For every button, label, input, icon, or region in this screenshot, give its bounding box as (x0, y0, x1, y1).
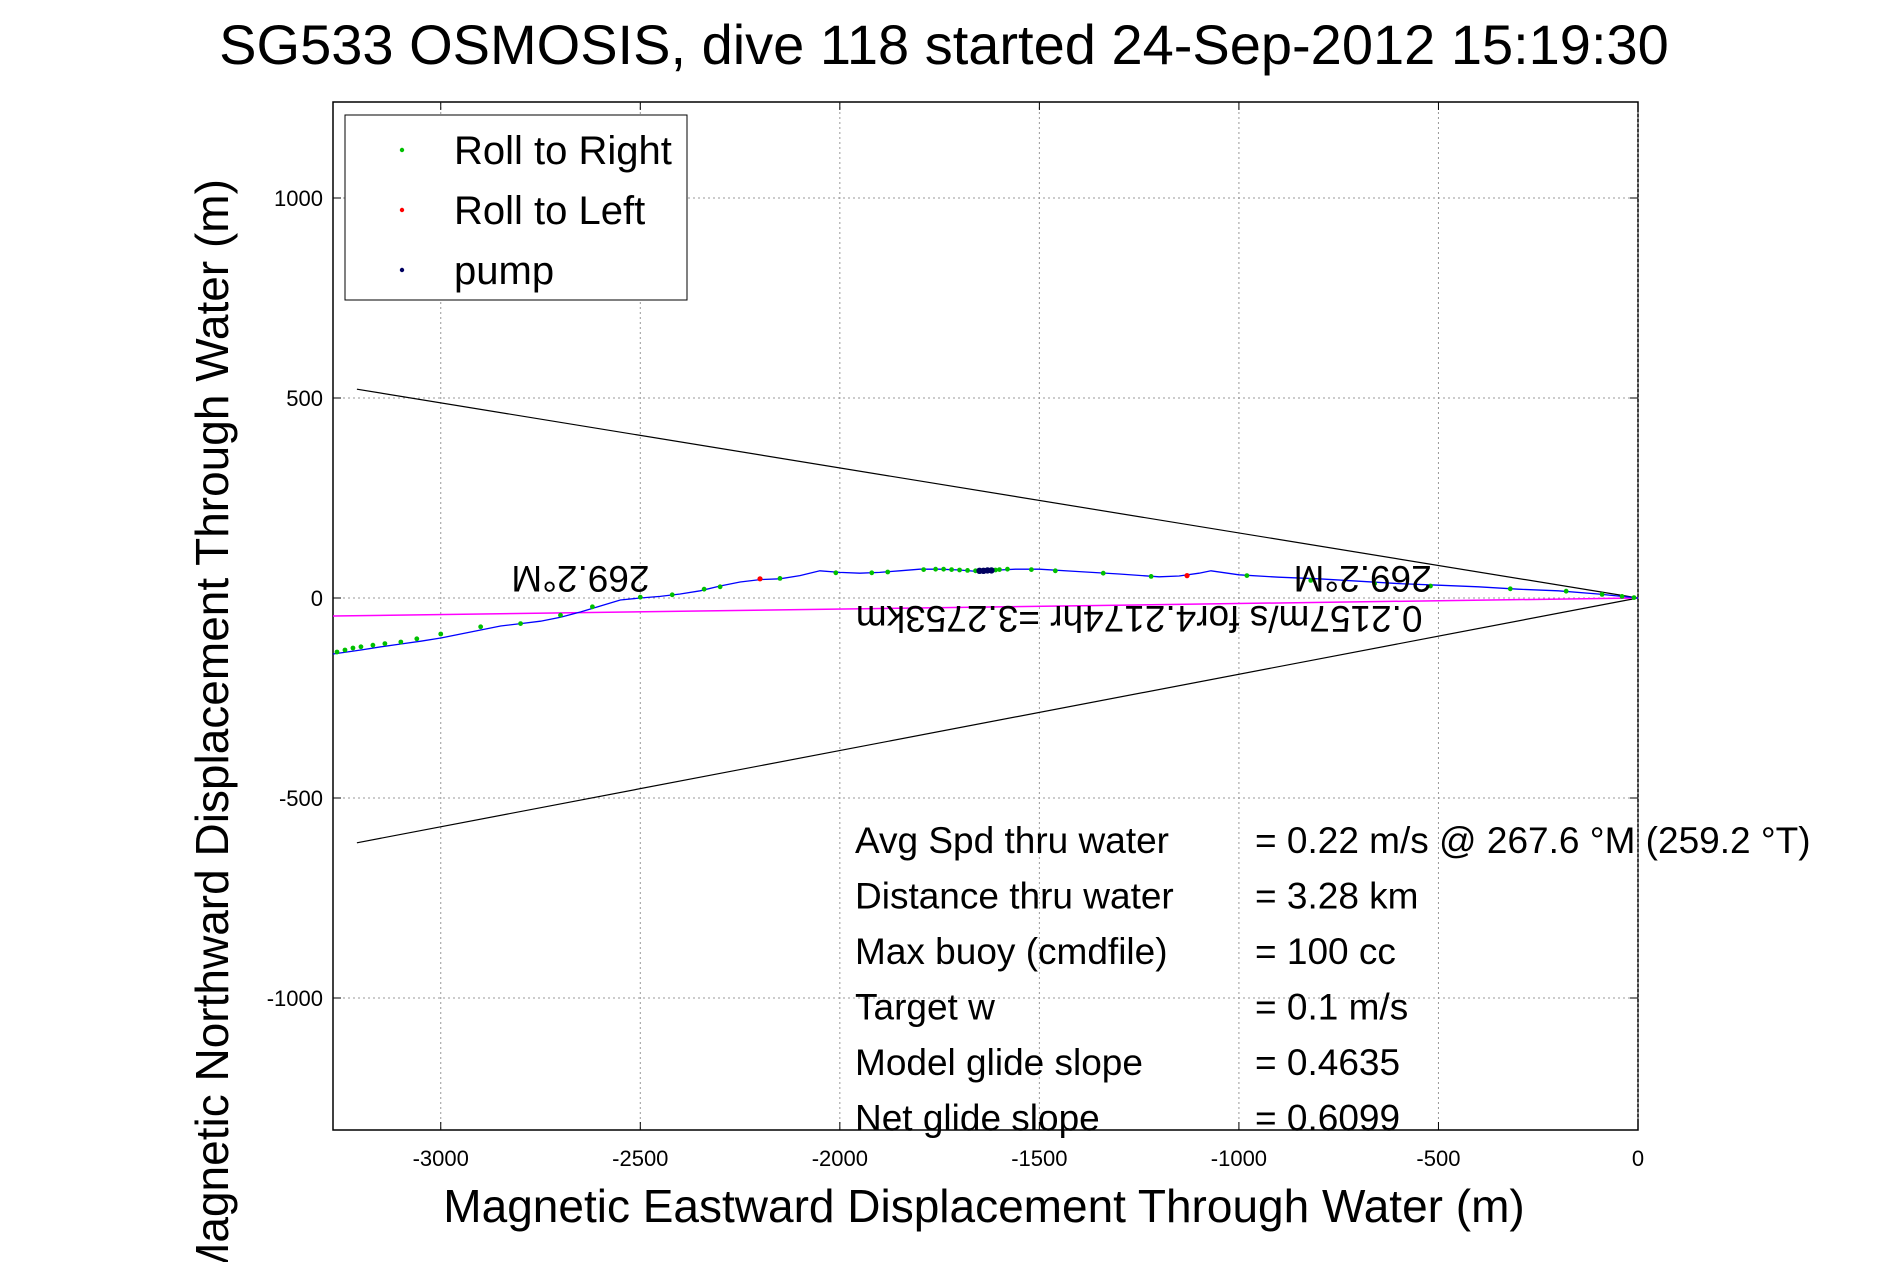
y-tick-label: 500 (286, 386, 323, 411)
annotation-text: 269.2°M (511, 558, 649, 599)
stat-label: Net glide slope (855, 1098, 1100, 1139)
roll-right-point (637, 594, 643, 600)
legend: Roll to Right Roll to Left pump (344, 114, 688, 301)
roll-right-point (1148, 574, 1154, 579)
roll-right-point (370, 642, 376, 648)
roll-right-point (941, 566, 946, 572)
roll-right-point (933, 566, 939, 572)
bracket-line (356, 388, 1639, 599)
roll-right-point (358, 644, 364, 650)
roll-right-point (833, 570, 839, 576)
x-tick-label: -1000 (1211, 1146, 1267, 1171)
annotation-text: 269.2°M (1294, 558, 1432, 599)
x-tick-label: -2500 (612, 1146, 668, 1171)
roll-right-point (350, 645, 356, 651)
roll-right-point (1244, 573, 1250, 578)
stat-value: = 0.1 m/s (1255, 987, 1408, 1028)
stat-value: = 0.4635 (1255, 1042, 1400, 1083)
roll-right-point (590, 604, 595, 610)
stat-value: = 100 cc (1255, 931, 1396, 972)
x-tick-label: -2000 (812, 1146, 868, 1171)
roll-right-point (1052, 568, 1058, 574)
roll-right-point (1005, 566, 1010, 572)
legend-label: Roll to Right (454, 129, 672, 173)
roll-right-point (1372, 581, 1378, 586)
roll-right-point (1599, 592, 1605, 597)
roll-right-point (342, 647, 348, 653)
roll-right-point (885, 569, 891, 575)
stat-label: Avg Spd thru water (855, 820, 1169, 861)
legend-marker (399, 267, 405, 273)
roll-right-point (669, 592, 675, 598)
roll-left-point (1184, 573, 1190, 579)
roll-right-point (1631, 595, 1637, 600)
roll-right-point (478, 624, 484, 630)
roll-right-point (414, 636, 420, 642)
bracket-line (356, 597, 1639, 844)
roll-right-point (717, 584, 723, 590)
roll-right-point (334, 649, 340, 655)
legend-marker (399, 147, 405, 153)
stat-label: Model glide slope (855, 1042, 1143, 1083)
roll-right-point (438, 631, 444, 637)
x-tick-label: -1500 (1011, 1146, 1067, 1171)
roll-left-point (757, 576, 763, 582)
y-axis-ticks: -1000 -500 0 500 1000 (267, 186, 1638, 1011)
y-tick-label: 1000 (274, 186, 323, 211)
roll-right-point (1100, 570, 1106, 576)
roll-right-point (398, 639, 404, 645)
plot-annotations: 269.2°M 269.2°M0.2157m/s for4.2174hr =3.2… (511, 558, 1431, 639)
pump-point (976, 567, 983, 574)
roll-right-point (777, 576, 783, 581)
roll-right-point (558, 612, 563, 618)
x-axis-ticks: -3000 -2500 -2000 -1500 -1000 -500 0 (413, 102, 1644, 1171)
roll-right-point (382, 641, 388, 646)
x-tick-label: -3000 (413, 1146, 469, 1171)
roll-right-point (869, 570, 875, 576)
x-axis-label: Magnetic Eastward Displacement Through W… (443, 1180, 1524, 1232)
roll-right-point (1308, 578, 1314, 583)
annotation-text: 0.2157m/s for4.2174hr =3.2753km (856, 598, 1423, 639)
x-tick-label: -500 (1416, 1146, 1460, 1171)
stat-label: Distance thru water (855, 876, 1174, 917)
roll-right-point (949, 567, 954, 572)
roll-right-point (921, 567, 927, 572)
y-tick-label: -500 (279, 786, 323, 811)
roll-right-point (518, 621, 523, 626)
legend-label: pump (454, 249, 554, 293)
y-tick-label: -1000 (267, 986, 323, 1011)
roll-right-point (997, 567, 1002, 572)
y-axis-label: Magnetic Northward Displacement Through … (186, 179, 238, 1262)
roll-right-point (1563, 588, 1569, 594)
stats-block: Avg Spd thru water = 0.22 m/s @ 267.6 °M … (855, 820, 1811, 1139)
legend-label: Roll to Left (454, 189, 645, 233)
stat-label: Max buoy (cmdfile) (855, 931, 1168, 972)
y-tick-label: 0 (311, 586, 323, 611)
roll-right-point (957, 567, 962, 573)
roll-right-point (1028, 567, 1034, 572)
stat-label: Target w (855, 987, 995, 1028)
stat-value: = 3.28 km (1255, 876, 1419, 917)
plot-points (334, 566, 1637, 655)
stat-value: = 0.22 m/s @ 267.6 °M (259.2 °T) (1255, 820, 1811, 861)
roll-right-point (1428, 583, 1433, 589)
stat-value: = 0.6099 (1255, 1098, 1400, 1139)
net-displacement-line (332, 597, 1639, 617)
chart-title: SG533 OSMOSIS, dive 118 started 24-Sep-2… (219, 13, 1669, 76)
legend-marker (399, 207, 405, 213)
roll-right-point (701, 586, 707, 592)
roll-right-point (1507, 586, 1513, 592)
x-tick-label: 0 (1632, 1146, 1644, 1171)
roll-right-point (1619, 594, 1625, 599)
roll-right-point (965, 568, 970, 573)
